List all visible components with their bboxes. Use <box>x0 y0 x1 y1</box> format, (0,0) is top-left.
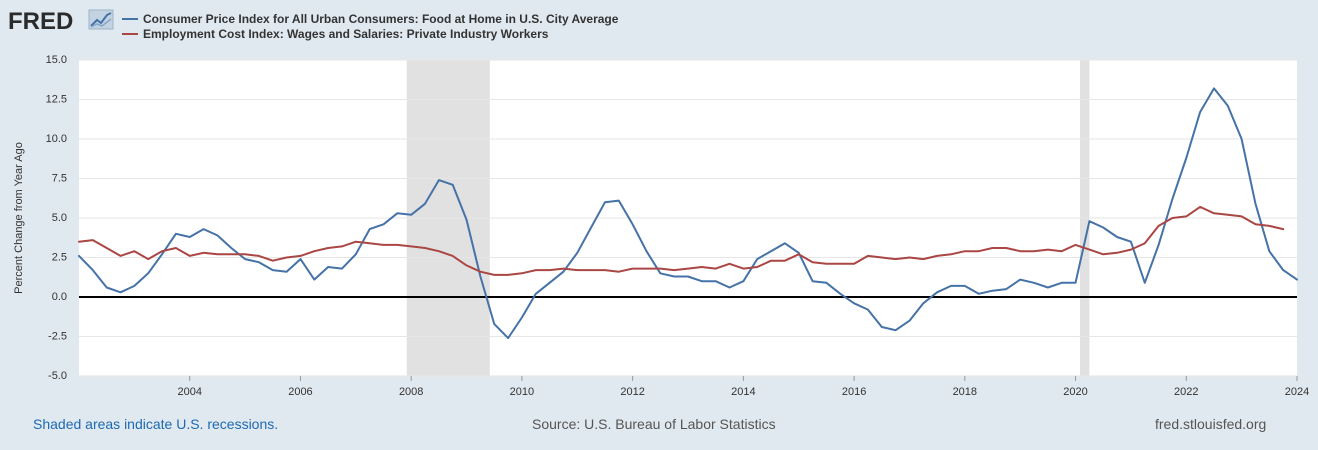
x-axis-ticks: 2004 2006 2008 2010 2012 2014 2016 2018 2020 2022… <box>177 376 1309 398</box>
series-line-eci-wages-salaries <box>78 205 1285 276</box>
y-tick-label: 12.5 <box>46 94 67 106</box>
x-tick-label: 2012 <box>620 386 644 398</box>
x-tick-label: 2016 <box>842 386 866 398</box>
x-tick-label: 2024 <box>1285 386 1309 398</box>
x-tick-label: 2020 <box>1063 386 1087 398</box>
y-axis-label: Percent Change from Year Ago <box>13 142 25 294</box>
y-tick-label: -2.5 <box>48 331 67 343</box>
y-axis-ticks: 15.0 12.5 10.0 7.5 5.0 2.5 0.0 -2.5 -5.0 <box>46 54 67 382</box>
series-lines <box>78 87 1298 340</box>
y-tick-label: 7.5 <box>52 173 67 185</box>
y-tick-label: 2.5 <box>52 252 67 264</box>
x-tick-label: 2006 <box>288 386 312 398</box>
series-line-cpi-food-at-home <box>78 87 1298 340</box>
y-tick-label: 5.0 <box>52 212 67 224</box>
fred-logo[interactable]: FRED <box>8 8 114 35</box>
chart-legend: Consumer Price Index for All Urban Consu… <box>122 12 619 41</box>
x-tick-label: 2004 <box>177 386 201 398</box>
legend-label-eci: Employment Cost Index: Wages and Salarie… <box>143 27 549 41</box>
site-url[interactable]: fred.stlouisfed.org <box>1155 416 1267 432</box>
x-tick-label: 2018 <box>953 386 977 398</box>
x-tick-label: 2008 <box>399 386 423 398</box>
y-tick-label: -5.0 <box>48 370 67 382</box>
y-tick-label: 0.0 <box>52 291 67 303</box>
y-tick-label: 10.0 <box>46 133 67 145</box>
x-tick-label: 2010 <box>510 386 534 398</box>
line-chart: FRED Consumer Price Index for All Urban … <box>8 8 1309 398</box>
fred-logo-graph-icon <box>88 9 114 30</box>
y-tick-label: 15.0 <box>46 54 67 66</box>
x-tick-label: 2022 <box>1174 386 1198 398</box>
recession-note-link[interactable]: Shaded areas indicate U.S. recessions. <box>33 416 279 432</box>
legend-label-cpi: Consumer Price Index for All Urban Consu… <box>143 12 619 26</box>
x-tick-label: 2014 <box>731 386 755 398</box>
fred-logo-text: FRED <box>8 8 73 35</box>
source-note: Source: U.S. Bureau of Labor Statistics <box>532 416 776 432</box>
